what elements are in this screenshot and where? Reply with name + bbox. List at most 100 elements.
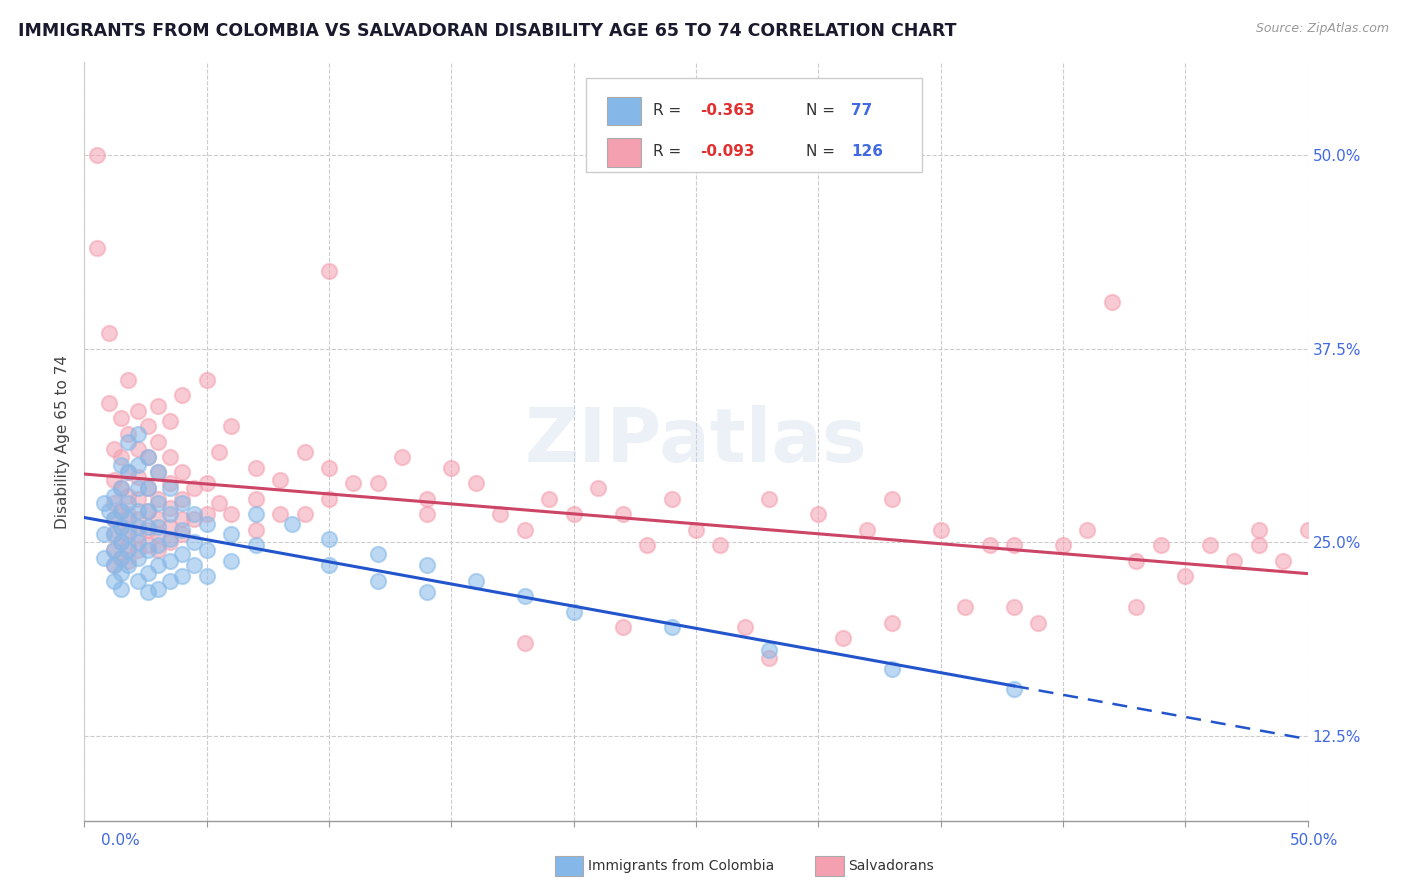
Point (929, 523, 952, 537)
Point (146, 491, 169, 506)
Text: ZIPatlas: ZIPatlas (524, 405, 868, 478)
Point (880, 615, 903, 630)
Point (880, 491, 903, 506)
Point (172, 491, 194, 506)
Text: -0.093: -0.093 (700, 145, 754, 160)
Point (146, 496, 169, 510)
Point (136, 450, 159, 464)
Point (103, 496, 125, 510)
Point (136, 523, 159, 537)
Point (159, 574, 181, 588)
Point (110, 550, 132, 565)
Point (1150, 538, 1173, 552)
Point (110, 450, 132, 464)
Point (734, 620, 756, 634)
Point (93, 550, 115, 565)
Point (367, 548, 389, 562)
Point (127, 527, 149, 541)
Point (172, 388, 194, 402)
Point (136, 504, 159, 518)
Point (318, 264, 340, 278)
Point (245, 491, 267, 506)
Point (172, 523, 194, 537)
Point (685, 523, 707, 537)
Point (245, 460, 267, 475)
Point (110, 458, 132, 472)
Point (127, 481, 149, 495)
Point (208, 496, 231, 510)
Point (758, 651, 780, 665)
Point (146, 399, 169, 413)
Point (127, 470, 149, 484)
Point (146, 434, 169, 449)
Point (880, 662, 903, 676)
Point (416, 508, 439, 522)
Point (416, 558, 439, 573)
Point (661, 491, 683, 506)
Point (97, 396, 120, 410)
Point (159, 554, 181, 568)
Point (110, 535, 132, 549)
Point (146, 519, 169, 533)
Point (195, 508, 218, 522)
Point (117, 426, 139, 441)
Point (117, 554, 139, 568)
Point (86, 241, 108, 255)
Point (953, 600, 976, 615)
Point (367, 574, 389, 588)
Point (612, 620, 634, 634)
Point (103, 542, 125, 557)
Point (127, 550, 149, 565)
Point (1125, 600, 1147, 615)
Bar (606, 138, 641, 167)
Point (513, 636, 536, 650)
Point (103, 558, 125, 573)
Point (93, 527, 115, 541)
Point (195, 476, 218, 491)
Point (117, 373, 139, 387)
Text: 77: 77 (851, 103, 873, 118)
Point (127, 491, 149, 506)
Text: R =: R = (654, 103, 686, 118)
FancyBboxPatch shape (586, 78, 922, 172)
Point (281, 516, 304, 531)
Point (103, 527, 125, 541)
Point (127, 504, 149, 518)
Point (159, 414, 181, 428)
Point (856, 523, 879, 537)
Text: Immigrants from Colombia: Immigrants from Colombia (588, 859, 773, 873)
Point (117, 558, 139, 573)
Point (117, 508, 139, 522)
Point (440, 460, 463, 475)
Point (342, 476, 364, 491)
Point (136, 481, 159, 495)
Point (110, 535, 132, 549)
Point (136, 566, 159, 580)
Point (391, 450, 413, 464)
Text: N =: N = (806, 145, 839, 160)
Point (117, 466, 139, 480)
Point (195, 373, 218, 387)
Point (489, 508, 512, 522)
Point (586, 481, 609, 495)
Point (183, 535, 205, 549)
Bar (606, 96, 641, 126)
Point (1028, 615, 1050, 630)
Point (1002, 538, 1025, 552)
Point (464, 574, 486, 588)
Point (758, 491, 780, 506)
Point (172, 496, 194, 510)
Point (318, 491, 340, 506)
Point (97, 326, 120, 341)
Point (146, 466, 169, 480)
Point (1101, 295, 1123, 310)
Point (97, 504, 120, 518)
Point (513, 589, 536, 603)
Point (1223, 554, 1246, 568)
Point (103, 558, 125, 573)
Point (245, 538, 267, 552)
Point (117, 512, 139, 526)
Point (195, 569, 218, 583)
Point (709, 538, 731, 552)
Point (117, 527, 139, 541)
